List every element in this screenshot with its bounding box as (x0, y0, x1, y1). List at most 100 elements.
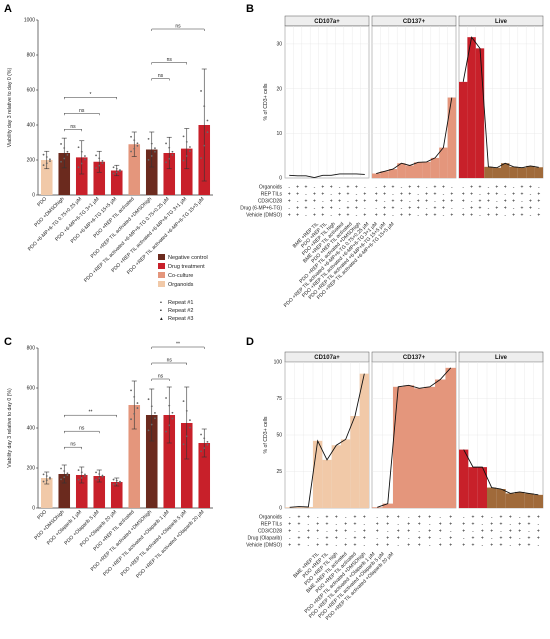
condition-mark: + (335, 529, 338, 535)
replicate-dot (150, 142, 153, 145)
condition-mark: + (392, 199, 395, 205)
replicate-dot (60, 143, 62, 145)
condition-mark: + (392, 185, 395, 191)
condition-row-label: Organoids (259, 515, 283, 521)
condition-mark: + (449, 536, 452, 542)
condition-mark: + (479, 185, 482, 191)
replicate-dot (115, 167, 118, 170)
condition-mark: + (386, 536, 389, 542)
bar (110, 170, 123, 195)
bar (509, 166, 518, 178)
condition-mark: - (537, 522, 539, 528)
replicate-dot (168, 157, 171, 160)
condition-mark: + (296, 185, 299, 191)
condition-row-label: Vehicle (DMSO) (246, 543, 282, 549)
condition-mark: - (384, 199, 386, 205)
condition-mark: + (347, 206, 350, 212)
replicate-dot (168, 404, 171, 407)
condition-mark: - (472, 529, 474, 535)
condition-mark: + (434, 213, 437, 219)
condition-mark: - (387, 529, 389, 535)
condition-mark: + (479, 206, 482, 212)
significance-label: ** (176, 342, 180, 348)
condition-mark: - (429, 522, 431, 528)
condition-mark: - (471, 199, 473, 205)
condition-mark: + (383, 192, 386, 198)
condition-mark: + (521, 185, 524, 191)
bar (484, 166, 493, 178)
condition-mark: - (347, 199, 349, 205)
replicate-dot (150, 155, 153, 157)
condition-mark: - (314, 206, 316, 212)
series-line (289, 173, 365, 179)
bar (487, 487, 497, 508)
replicate-dot (200, 450, 202, 453)
condition-mark: + (407, 529, 410, 535)
panel-label-a: A (4, 3, 12, 15)
condition-mark: + (313, 199, 316, 205)
condition-mark: + (529, 199, 532, 205)
condition-mark: + (363, 192, 366, 198)
condition-mark: + (472, 536, 475, 542)
x-tick-label: PDO +REP TIL activated +Olaparib 5 µM (120, 509, 189, 578)
replicate-dot (165, 430, 167, 433)
condition-mark: + (490, 522, 493, 528)
legend-marker: • (160, 300, 162, 306)
replicate-dot (42, 473, 45, 476)
condition-mark: + (472, 515, 475, 521)
condition-mark: + (407, 522, 410, 528)
condition-mark: + (330, 199, 333, 205)
condition-mark: + (408, 213, 411, 219)
condition-mark: + (298, 543, 301, 549)
replicate-dot (60, 467, 62, 470)
condition-mark: - (392, 213, 394, 219)
condition-mark: - (537, 543, 539, 549)
condition-mark: + (418, 522, 421, 528)
replicate-dot (66, 472, 69, 475)
condition-mark: + (449, 543, 452, 549)
condition-mark: + (296, 213, 299, 219)
condition-mark: + (400, 199, 403, 205)
condition-mark: - (479, 192, 481, 198)
condition-row-label: CD3/CD28 (258, 199, 282, 205)
bar (424, 386, 435, 508)
condition-mark: + (288, 543, 291, 549)
condition-mark: + (307, 536, 310, 542)
condition-mark: + (296, 206, 299, 212)
replicate-dot (130, 135, 132, 138)
replicate-dot (200, 433, 202, 436)
x-tick-label: PDO +REP TIL activated +Olaparib 1 µM (102, 509, 171, 578)
condition-mark: + (449, 515, 452, 521)
bar (414, 162, 423, 178)
replicate-dot (63, 157, 66, 160)
y-tick-label: 20 (276, 86, 282, 92)
condition-mark: - (530, 192, 532, 198)
condition-mark: - (375, 206, 377, 212)
condition-mark: + (521, 206, 524, 212)
bar (397, 163, 406, 178)
replicate-dot (80, 471, 83, 474)
condition-mark: + (470, 206, 473, 212)
replicate-dot (49, 476, 51, 479)
replicate-dot (42, 164, 45, 167)
legend-swatch (158, 254, 165, 260)
condition-mark: - (322, 199, 324, 205)
condition-mark: + (407, 543, 410, 549)
condition-mark: + (313, 213, 316, 219)
bar (145, 415, 158, 508)
replicate-dot (63, 147, 66, 149)
condition-mark: + (347, 192, 350, 198)
bar (110, 482, 123, 508)
bar (380, 171, 389, 178)
condition-mark: - (481, 543, 483, 549)
condition-mark: + (518, 522, 521, 528)
replicate-dot (185, 410, 188, 412)
replicate-dot (80, 162, 83, 165)
significance-bracket (151, 28, 205, 31)
condition-mark: - (297, 199, 299, 205)
significance-label: ns (158, 73, 164, 79)
series-line (377, 367, 452, 508)
replicate-dot (185, 155, 188, 157)
condition-mark: + (298, 515, 301, 521)
condition-mark: + (408, 185, 411, 191)
